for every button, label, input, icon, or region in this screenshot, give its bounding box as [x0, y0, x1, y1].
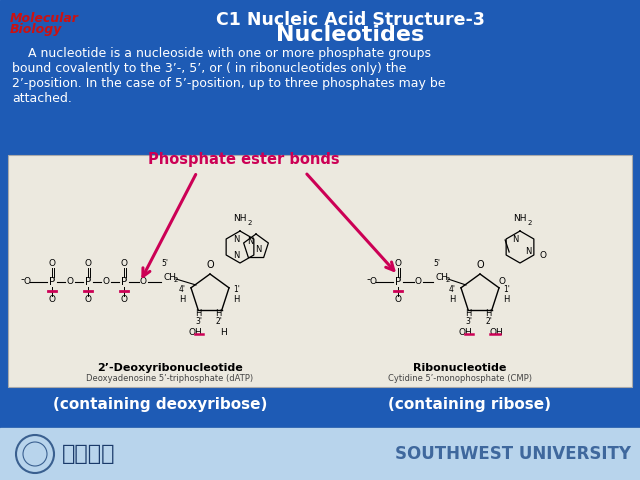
Text: C1 Nucleic Acid Structure-3: C1 Nucleic Acid Structure-3 [216, 11, 484, 29]
Text: H: H [220, 328, 227, 337]
Text: 5': 5' [433, 259, 440, 268]
Text: O: O [476, 260, 484, 270]
Bar [8, 155, 632, 387]
Text: Phosphate ester bonds: Phosphate ester bonds [148, 152, 340, 167]
Text: Cytidine 5’-monophosphate (CMP): Cytidine 5’-monophosphate (CMP) [388, 374, 532, 383]
Text: 2’-position. In the case of 5’-position, up to three phosphates may be: 2’-position. In the case of 5’-position,… [12, 77, 445, 90]
Text: H: H [485, 309, 492, 318]
Text: Molecular: Molecular [10, 12, 79, 25]
Text: NH: NH [513, 214, 527, 223]
Text: O: O [120, 296, 127, 304]
Text: CH: CH [164, 273, 177, 281]
Text: 4': 4' [179, 286, 186, 295]
Text: O: O [539, 251, 546, 260]
Text: Biology: Biology [10, 23, 62, 36]
Text: -: - [20, 274, 24, 284]
Text: 2’-Deoxyribonucleotide: 2’-Deoxyribonucleotide [97, 363, 243, 373]
Text: O: O [67, 277, 74, 287]
Text: bound covalently to the 3’-, 5’, or ( in ribonucleotides only) the: bound covalently to the 3’-, 5’, or ( in… [12, 62, 406, 75]
Text: A nucleotide is a nucleoside with one or more phosphate groups: A nucleotide is a nucleoside with one or… [12, 47, 431, 60]
Text: P: P [85, 277, 91, 287]
Text: O: O [499, 277, 506, 287]
Text: 3': 3' [195, 317, 202, 326]
Text: O: O [24, 277, 31, 287]
Text: OH: OH [188, 328, 202, 337]
Text: P: P [121, 277, 127, 287]
Bar [0, 428, 640, 480]
Text: 4': 4' [449, 286, 456, 295]
Text: H: H [215, 309, 221, 318]
Text: O: O [49, 260, 56, 268]
Text: OH: OH [458, 328, 472, 337]
Text: 3': 3' [465, 317, 472, 326]
Bar [0, 428, 640, 480]
Text: N: N [255, 244, 261, 253]
Text: 2': 2' [215, 317, 222, 326]
Text: 5': 5' [161, 259, 168, 268]
Text: H: H [196, 309, 202, 318]
Text: H: H [466, 309, 472, 318]
Text: Ribonucleotide: Ribonucleotide [413, 363, 507, 373]
Text: N: N [233, 235, 239, 243]
Text: OH: OH [490, 328, 504, 337]
Text: CH: CH [436, 273, 449, 281]
Text: H: H [503, 295, 509, 303]
Text: attached.: attached. [12, 92, 72, 105]
Text: (containing ribose): (containing ribose) [388, 397, 552, 412]
Text: NH: NH [233, 214, 247, 223]
Text: 2: 2 [446, 277, 451, 283]
Text: 2: 2 [248, 220, 252, 226]
Text: 2: 2 [528, 220, 532, 226]
Text: N: N [247, 238, 253, 247]
Text: 2': 2' [485, 317, 492, 326]
Text: O: O [49, 296, 56, 304]
Text: O: O [84, 296, 92, 304]
Text: O: O [140, 277, 147, 287]
Text: O: O [415, 277, 422, 287]
Text: N: N [233, 251, 239, 260]
Text: N: N [525, 247, 531, 255]
Text: 1': 1' [233, 286, 240, 295]
Text: Nucleotides: Nucleotides [276, 25, 424, 45]
Text: N: N [512, 235, 518, 243]
Text: -: - [366, 274, 370, 284]
Text: O: O [394, 260, 401, 268]
Text: H: H [233, 295, 239, 303]
Text: O: O [102, 277, 109, 287]
Text: 2: 2 [174, 277, 179, 283]
Text: (containing deoxyribose): (containing deoxyribose) [53, 397, 267, 412]
Text: O: O [120, 260, 127, 268]
Text: O: O [84, 260, 92, 268]
Text: 1': 1' [503, 286, 510, 295]
Text: Deoxyadenosine 5’-triphosphate (dATP): Deoxyadenosine 5’-triphosphate (dATP) [86, 374, 253, 383]
Text: O: O [370, 277, 377, 287]
Text: P: P [395, 277, 401, 287]
Text: SOUTHWEST UNIVERSITY: SOUTHWEST UNIVERSITY [395, 445, 631, 463]
Text: O: O [206, 260, 214, 270]
Text: H: H [180, 295, 186, 303]
Text: H: H [450, 295, 456, 303]
Text: 西南大学: 西南大学 [62, 444, 115, 464]
Text: P: P [49, 277, 55, 287]
Text: O: O [394, 296, 401, 304]
